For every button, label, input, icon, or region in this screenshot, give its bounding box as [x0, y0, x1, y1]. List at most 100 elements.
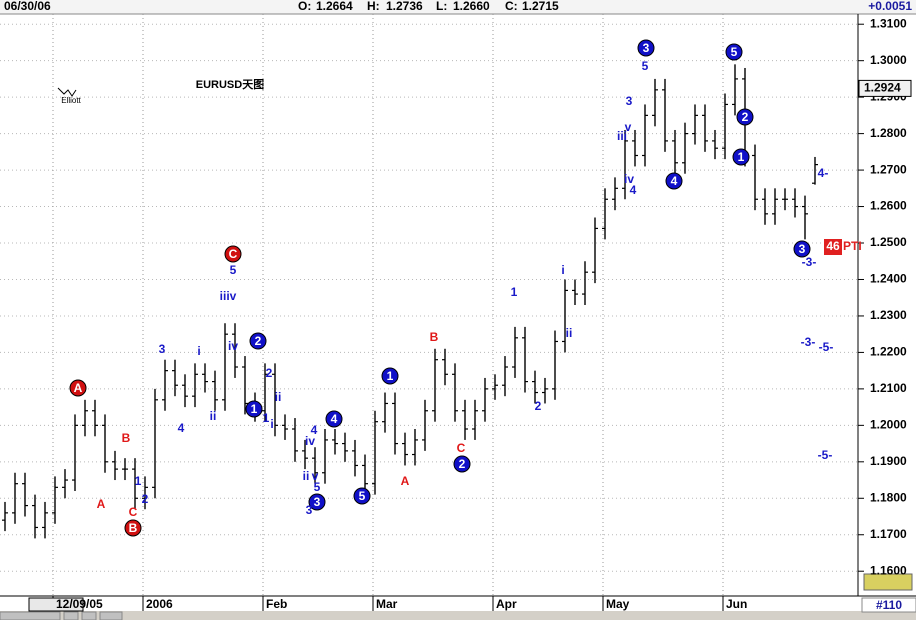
x-tick-label: Feb	[266, 597, 287, 611]
wave-label: 1	[135, 474, 142, 488]
price-marker-box	[858, 79, 912, 97]
wave-label: iiiv	[220, 289, 237, 303]
x-tick-label: 12/09/05	[56, 597, 103, 611]
wave-label: 2	[266, 366, 273, 380]
chart-title: EURUSD天图	[196, 78, 264, 91]
wave-label: 4	[178, 421, 185, 435]
wave-circle	[124, 519, 142, 537]
y-tick-label: 1.2800	[870, 126, 907, 140]
y-tick-label: 1.2700	[870, 162, 907, 176]
close-label: C:	[505, 0, 518, 13]
wave-label: 5	[314, 480, 321, 494]
wave-label: 3	[643, 41, 650, 55]
wave-label: 2	[459, 457, 466, 471]
wave-label: 5	[230, 263, 237, 277]
wave-label: 3	[159, 342, 166, 356]
wave-label: 4	[311, 423, 318, 437]
wave-label: A	[74, 381, 83, 395]
scroll-button[interactable]	[63, 611, 79, 620]
header-date: 06/30/06	[4, 0, 51, 13]
wave-label: 4	[331, 412, 338, 426]
wave-label: iv	[305, 434, 315, 448]
wave-circle	[732, 148, 750, 166]
change: +0.0051	[868, 0, 912, 13]
wave-label: 2	[742, 110, 749, 124]
y-tick-label: 1.1800	[870, 490, 907, 504]
wave-label: ii	[303, 469, 310, 483]
y-tick-label: 1.1600	[870, 563, 907, 577]
scroll-strip	[0, 611, 916, 620]
wave-label: -3-	[802, 255, 817, 269]
close-value: 1.2715	[522, 0, 559, 13]
header-bar	[0, 0, 916, 14]
x-tick-label: 2006	[146, 597, 173, 611]
wave-label: A	[97, 497, 106, 511]
wave-circle	[308, 493, 326, 511]
y-tick-label: 1.2400	[870, 272, 907, 286]
badge-text: PTI	[843, 239, 862, 253]
wave-label: iv	[624, 172, 634, 186]
scroll-button[interactable]	[0, 611, 61, 620]
x-tick-label: Mar	[376, 597, 398, 611]
wave-label: A	[401, 474, 410, 488]
wave-label: iv	[228, 339, 238, 353]
wave-circle	[325, 410, 343, 428]
y-tick-label: 1.2300	[870, 308, 907, 322]
wave-label: C	[457, 441, 466, 455]
wave-label: -3-	[801, 335, 816, 349]
x-tick-label: May	[606, 597, 630, 611]
price-marker: 1.2924	[864, 81, 901, 95]
wave-circle	[637, 39, 655, 57]
x-tick-label: Apr	[496, 597, 517, 611]
wave-label: ii	[275, 390, 282, 404]
wave-label: 5	[731, 45, 738, 59]
wave-label: ii	[210, 409, 217, 423]
wave-label: 4	[671, 174, 678, 188]
icon-label: Elliott	[61, 96, 81, 105]
wave-label: 1	[387, 369, 394, 383]
wave-label: 2	[142, 492, 149, 506]
y-tick-label: 1.2100	[870, 381, 907, 395]
y-tick-label: 1.1900	[870, 454, 907, 468]
badge-box	[824, 239, 842, 255]
y-tick-label: 1.1700	[870, 527, 907, 541]
wave-circle	[453, 455, 471, 473]
high-value: 1.2736	[386, 0, 423, 13]
wave-label: v	[312, 469, 319, 483]
wave-label: i	[270, 417, 273, 431]
open-value: 1.2664	[316, 0, 353, 13]
corner-icon[interactable]	[863, 573, 913, 591]
badge: 46	[826, 239, 840, 253]
high-label: H:	[367, 0, 380, 13]
wave-label: 1	[738, 150, 745, 164]
wave-label: B	[122, 431, 131, 445]
date-box	[28, 597, 84, 612]
wave-label: B	[430, 330, 439, 344]
scroll-button[interactable]	[99, 611, 123, 620]
wave-label: 4-	[818, 166, 829, 180]
wave-label: 3	[626, 94, 633, 108]
wave-label: 2	[535, 399, 542, 413]
x-tick-label: Jun	[726, 597, 747, 611]
y-tick-label: 1.2000	[870, 418, 907, 432]
wave-label: 1	[263, 411, 270, 425]
wave-label: 1	[511, 285, 518, 299]
wave-label: 4	[630, 183, 637, 197]
scroll-button[interactable]	[81, 611, 97, 620]
wave-circle	[249, 332, 267, 350]
wave-label: 2	[255, 334, 262, 348]
wave-circle	[381, 367, 399, 385]
wave-label: v	[625, 120, 632, 134]
elliott-icon[interactable]	[57, 87, 77, 97]
y-tick-label: 1.2500	[870, 235, 907, 249]
wave-circle	[69, 379, 87, 397]
wave-label: i	[197, 344, 200, 358]
y-tick-label: 1.2200	[870, 345, 907, 359]
bar-count-box	[861, 597, 916, 613]
wave-label: 3	[314, 495, 321, 509]
low-value: 1.2660	[453, 0, 490, 13]
wave-label: -5-	[819, 340, 834, 354]
wave-label: 3	[799, 242, 806, 256]
y-tick-label: 1.3000	[870, 53, 907, 67]
wave-label: 5	[642, 59, 649, 73]
